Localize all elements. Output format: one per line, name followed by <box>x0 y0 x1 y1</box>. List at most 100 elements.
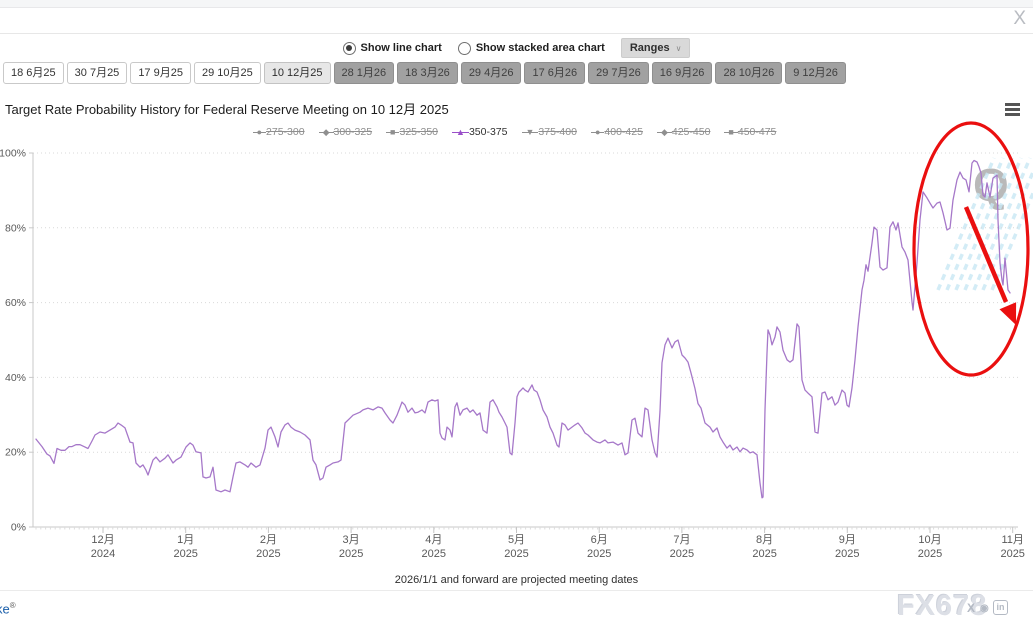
triangle-up-marker-icon: ▲ <box>452 127 469 137</box>
annotation-ellipse <box>912 121 1030 377</box>
x-month-label: 8月 <box>756 534 773 546</box>
meeting-date-tabs: 18 6月25 30 7月25 17 9月25 29 10月25 10 12月25 28 … <box>3 62 846 84</box>
x-month-label: 6月 <box>591 534 608 546</box>
legend-label: 325-350 <box>399 126 439 138</box>
date-tab[interactable]: 29 10月25 <box>193 62 261 84</box>
x-month-label: 1月 <box>177 534 194 546</box>
y-axis-label: 80% <box>5 222 26 234</box>
fx678-text: FX678 <box>897 590 988 622</box>
legend-item[interactable]: ■ 450-475 <box>724 126 777 138</box>
y-axis-label: 100% <box>0 148 26 160</box>
x-year-label: 2024 <box>91 548 115 560</box>
x-month-label: 7月 <box>673 534 690 546</box>
y-axis-label: 0% <box>11 522 26 534</box>
x-year-label: 2025 <box>670 548 694 560</box>
legend-label: 300-325 <box>333 126 373 138</box>
close-icon[interactable]: X <box>1013 8 1026 29</box>
legend-item[interactable]: ▲ 350-375 <box>452 126 508 138</box>
legend-item[interactable]: ◆ 425-450 <box>656 126 711 138</box>
legend-item[interactable]: ◆ 300-325 <box>318 126 373 138</box>
y-axis-label: 20% <box>5 447 26 459</box>
twitter-x-icon: X <box>967 601 976 615</box>
date-tab[interactable]: 9 12月26 <box>785 62 846 84</box>
legend-item[interactable]: ● 400-425 <box>590 126 643 138</box>
ranges-dropdown[interactable]: Ranges ∨ <box>620 38 691 58</box>
x-month-label: 11月 <box>1001 534 1023 546</box>
rate-range-legend: ● 275-300 ◆ 300-325 ■ 325-350 ▲ 350-375 ▼ 375-400… <box>0 126 1033 138</box>
date-tab[interactable]: 17 6月26 <box>524 62 586 84</box>
x-year-label: 2025 <box>422 548 446 560</box>
diamond-marker-icon: ◆ <box>318 127 334 137</box>
date-tab[interactable]: 17 9月25 <box>130 62 191 84</box>
date-tab[interactable]: 29 4月26 <box>460 62 522 84</box>
chart-type-toolbar: Show line chart Show stacked area chart … <box>0 37 1033 59</box>
date-tab[interactable]: 18 3月26 <box>397 62 458 84</box>
chevron-down-icon: ∨ <box>675 43 682 53</box>
circle-marker-icon: ● <box>252 127 267 137</box>
date-tab[interactable]: 30 7月25 <box>66 62 128 84</box>
x-year-label: 2025 <box>752 548 776 560</box>
x-month-label: 9月 <box>839 534 856 546</box>
divider <box>0 590 1033 591</box>
y-axis-label: 40% <box>5 372 26 384</box>
diamond-marker-icon: ◆ <box>656 127 672 137</box>
x-axis-labels: 12月 2024 1月 2025 2月 2025 3月 2025 4月 2025 5月 2025 6月 2… <box>91 527 1025 560</box>
legend-label: 400-425 <box>604 126 643 138</box>
date-tab[interactable]: 28 1月26 <box>333 62 395 84</box>
legend-label: 275-300 <box>266 126 305 138</box>
x-month-label: 2月 <box>260 534 277 546</box>
annotation-arrow-shaft <box>963 206 1009 303</box>
radio-label: Show line chart <box>360 42 442 54</box>
fx678-watermark: FX678 X ◉ in <box>897 590 1017 624</box>
x-month-label: 5月 <box>508 534 525 546</box>
x-year-label: 2025 <box>173 548 197 560</box>
legend-item[interactable]: ● 275-300 <box>252 126 305 138</box>
x-month-label: 3月 <box>343 534 360 546</box>
legend-item[interactable]: ▼ 375-400 <box>521 126 577 138</box>
radio-show-line-chart[interactable]: Show line chart <box>342 41 442 55</box>
q-watermark: Q <box>973 159 1009 211</box>
legend-label: 350-375 <box>468 126 508 138</box>
circle-marker-icon: ● <box>590 127 606 137</box>
x-minor-ticks <box>35 527 1016 530</box>
legend-item[interactable]: ■ 325-350 <box>385 126 439 138</box>
registered-mark: ® <box>9 601 16 610</box>
square-marker-icon: ■ <box>724 127 739 137</box>
date-tab[interactable]: 18 6月25 <box>3 62 64 84</box>
x-month-label: 10月 <box>918 534 941 546</box>
date-tab[interactable]: 16 9月26 <box>651 62 713 84</box>
ranges-label: Ranges <box>629 42 670 54</box>
x-month-label: 4月 <box>425 534 442 546</box>
x-year-label: 2025 <box>256 548 280 560</box>
x-year-label: 2025 <box>1000 548 1024 560</box>
date-tab[interactable]: 28 10月26 <box>715 62 783 84</box>
date-tab[interactable]: 10 12月25 <box>263 62 331 84</box>
chart-title: Target Rate Probability History for Fede… <box>5 102 449 117</box>
x-year-label: 2025 <box>504 548 528 560</box>
legend-label: 450-475 <box>737 126 777 138</box>
divider <box>0 33 1033 34</box>
circle-icon: ◉ <box>980 603 989 614</box>
x-year-label: 2025 <box>339 548 363 560</box>
gridlines: 0% 20% 40% 60% 80% 100% <box>0 148 1018 534</box>
top-strip <box>0 0 1033 8</box>
legend-label: 375-400 <box>538 126 577 138</box>
radio-unselected-icon[interactable] <box>457 41 471 55</box>
radio-label: Show stacked area chart <box>475 42 605 54</box>
radio-show-stacked-area-chart[interactable]: Show stacked area chart <box>457 41 605 55</box>
legend-label: 425-450 <box>671 126 711 138</box>
quikstrike-logo-fragment: ke® <box>0 601 16 617</box>
x-year-label: 2025 <box>587 548 611 560</box>
annotation-arrow-head <box>999 302 1017 325</box>
hamburger-menu-icon[interactable] <box>1005 103 1020 118</box>
linkedin-icon: in <box>993 600 1008 615</box>
x-year-label: 2025 <box>918 548 942 560</box>
y-axis-label: 60% <box>5 297 26 309</box>
x-month-label: 12月 <box>91 534 114 546</box>
square-marker-icon: ■ <box>385 127 401 137</box>
date-tab[interactable]: 29 7月26 <box>588 62 649 84</box>
radio-selected-icon[interactable] <box>342 41 356 55</box>
triangle-down-marker-icon: ▼ <box>521 127 539 137</box>
